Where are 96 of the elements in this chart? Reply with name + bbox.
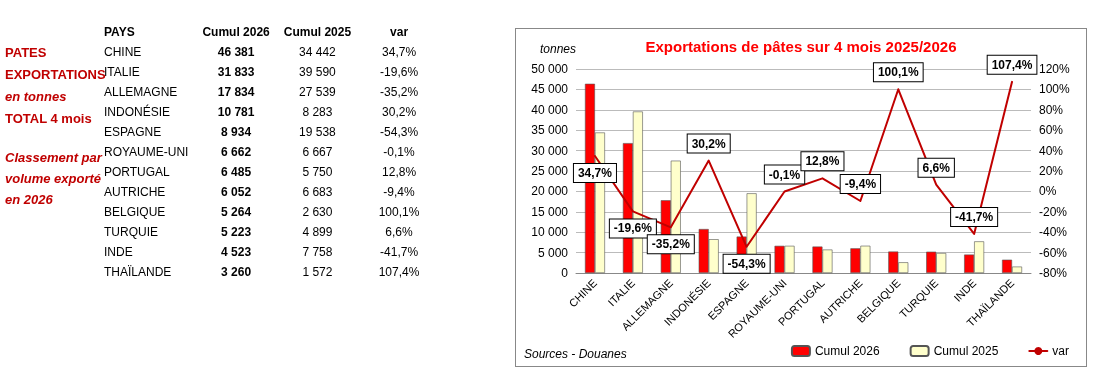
legend-label: Cumul 2026 [814,344,880,358]
text: -35,2% [379,84,420,101]
y-tick-label: 45 000 [531,82,569,97]
text: Cumul 2025 [282,24,353,41]
data-label: 107,4% [991,57,1033,72]
y-axis-title: tonnes [539,42,576,56]
data-label: 12,8% [805,154,840,169]
text: 10 781 [216,104,256,121]
text: 6 052 [220,184,253,201]
text: 6 662 [220,144,253,161]
data-label: 30,2% [691,136,727,151]
text: Cumul 2026 [201,24,271,41]
text: -54,3% [379,124,420,141]
data-label: -0,1% [768,167,801,182]
y-tick-label: 40 000 [531,102,569,117]
text: CHINE [103,44,143,61]
y2-tick-label: 80% [1039,102,1064,117]
y2-tick-label: -60% [1039,245,1068,260]
y-tick-label: 15 000 [531,204,569,219]
text: 6 683 [301,184,334,201]
text: 5 750 [301,164,334,181]
text: 12,8% [381,164,418,181]
text: 31 833 [216,64,256,81]
text: 34 442 [298,44,337,61]
y2-tick-label: -40% [1039,225,1068,240]
text: 100,1% [377,204,421,221]
y2-tick-label: 100% [1039,82,1071,97]
text: PORTUGAL [103,164,171,181]
chart-title: Exportations de pâtes sur 4 mois 2025/2026 [645,38,957,55]
text: 17 834 [216,84,256,101]
y-tick-label: 20 000 [531,184,569,199]
text: THAÏLANDE [103,264,173,281]
text: TURQUIE [103,224,159,241]
y-tick-label: 25 000 [531,164,569,178]
y2-tick-label: -20% [1039,204,1068,219]
data-label: 34,7% [577,166,613,181]
text: BELGIQUE [103,204,167,221]
text: ROYAUME-UNI [103,144,190,161]
y2-tick-label: 20% [1039,164,1064,178]
text: en tonnes [5,89,67,104]
text: 2 630 [301,204,334,221]
text: 4 523 [220,244,253,261]
y-tick-label: 30 000 [531,143,569,158]
text: 7 758 [301,244,334,261]
y-tick-label: 50 000 [531,62,569,76]
y-tick-label: 10 000 [531,225,569,240]
text: 46 381 [216,44,256,61]
text: 3 260 [220,264,253,281]
text: 34,7% [381,44,418,61]
text: -19,6% [379,64,420,81]
data-label: -35,2% [651,237,691,252]
data-label: -9,4% [844,176,877,191]
legend-label: Cumul 2025 [933,344,999,358]
text: 19 538 [298,124,337,141]
text: 8 283 [301,104,334,121]
y-tick-label: 5 000 [537,245,569,260]
text: 8 934 [220,124,253,141]
data-label: 100,1% [877,65,919,80]
text: 4 899 [301,224,334,241]
y-tick-label: 35 000 [531,123,569,138]
text: Classement par volume exporté en 2026 [5,149,104,209]
y2-tick-label: 40% [1039,143,1064,158]
text: INDONÉSIE [103,103,171,121]
text: PATES [5,45,47,60]
y2-tick-label: 60% [1039,123,1064,138]
text: 39 590 [298,64,337,81]
text: 6 485 [220,164,253,181]
y2-tick-label: 0% [1039,184,1057,199]
data-label: -54,3% [727,256,766,271]
source-note: Sources - Douanes [524,347,627,361]
y-tick-label: 0 [561,266,569,280]
text: 27 539 [298,84,337,101]
text: ESPAGNE [103,124,163,141]
text: 6 667 [301,144,334,161]
data-label: -19,6% [613,221,653,236]
text: INDE [103,244,134,261]
text: 1 572 [301,264,334,281]
text: 30,2% [381,104,418,121]
text: -9,4% [382,184,416,201]
legend-label: var [1052,344,1069,358]
y2-tick-label: 120% [1039,62,1071,76]
text: EXPORTATIONS [5,67,106,82]
data-label: -41,7% [955,209,994,224]
text: TOTAL 4 mois [5,111,92,126]
text: ALLEMAGNE [103,84,179,101]
data-label: 6,6% [922,160,951,175]
text: -41,7% [379,244,420,261]
text: 6,6% [384,224,414,241]
text: AUTRICHE [103,184,167,201]
y2-tick-label: -80% [1039,266,1068,280]
text: PAYS [103,24,136,41]
text: 5 223 [220,224,253,241]
text: 107,4% [377,264,421,281]
text: -0,1% [382,144,416,161]
text: var [389,24,410,41]
text: 5 264 [220,204,253,221]
